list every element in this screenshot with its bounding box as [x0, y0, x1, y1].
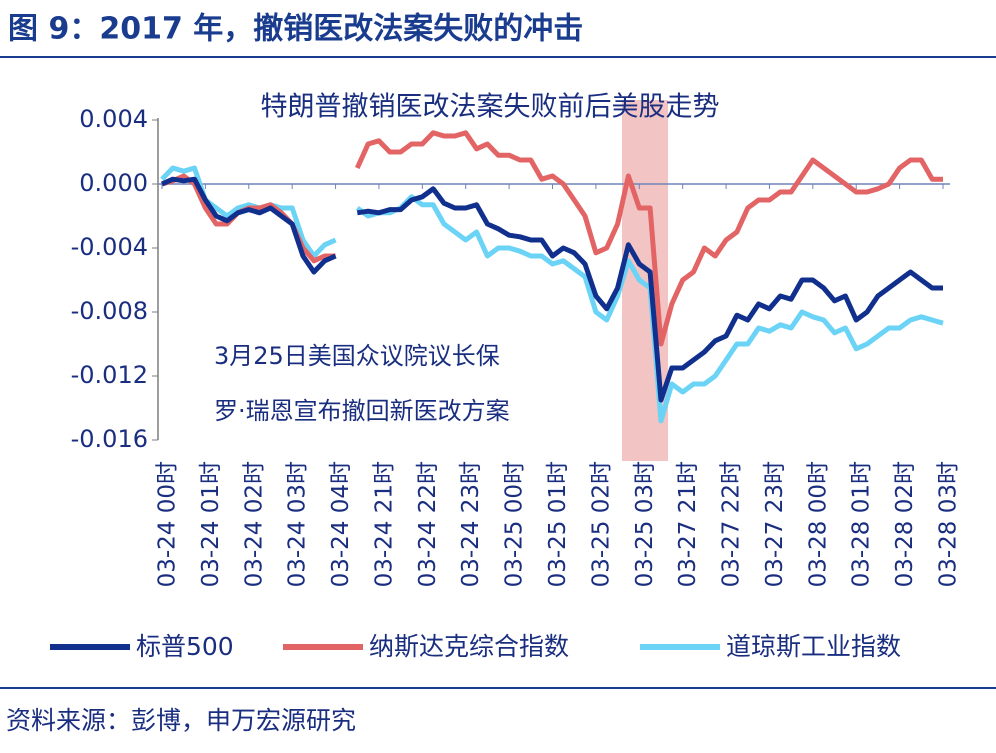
x-tick-label: 03-24 22时: [415, 461, 441, 587]
x-tick-label: 03-25 03时: [632, 461, 658, 587]
x-tick-label: 03-24 00时: [155, 461, 181, 587]
x-tick-label: 03-24 02时: [241, 461, 267, 587]
x-tick-label: 03-28 01时: [849, 461, 875, 587]
x-tick-label: 03-24 04时: [328, 461, 354, 587]
x-tick-label: 03-24 01时: [198, 461, 224, 587]
x-tick-label: 03-27 22时: [719, 461, 745, 587]
legend-label: 标普500: [136, 632, 234, 661]
x-tick-label: 03-24 03时: [285, 461, 311, 587]
x-tick-label: 03-27 23时: [762, 461, 788, 587]
x-tick-label: 03-24 23时: [458, 461, 484, 587]
annotation: 3月25日美国众议院议长保: [214, 342, 500, 370]
y-tick-label: -0.004: [71, 233, 148, 261]
y-tick-label: -0.016: [71, 425, 148, 453]
page-title: 图 9：2017 年，撤销医改法案失败的冲击: [8, 12, 583, 47]
annotation: 罗·瑞恩宣布撤回新医改方案: [214, 397, 510, 425]
x-tick-label: 03-25 02时: [588, 461, 614, 587]
y-tick-label: -0.008: [71, 297, 148, 325]
x-tick-label: 03-28 03时: [936, 461, 962, 587]
y-tick-label: -0.012: [71, 361, 148, 389]
x-tick-label: 03-27 21时: [675, 461, 701, 587]
series-line: [160, 176, 943, 403]
chart-title: 特朗普撤销医改法案失败前后美股走势: [261, 92, 720, 123]
x-tick-label: 03-28 00时: [805, 461, 831, 587]
y-tick-label: 0.000: [79, 169, 148, 197]
legend-label: 道琼斯工业指数: [726, 632, 901, 661]
y-tick-label: 0.004: [79, 105, 148, 133]
x-tick-label: 03-25 00时: [502, 461, 528, 587]
x-tick-label: 03-25 01时: [545, 461, 571, 587]
series-line: [161, 130, 943, 347]
source: 资料来源：彭博，申万宏源研究: [6, 706, 356, 735]
x-tick-label: 03-24 21时: [371, 461, 397, 587]
x-tick-label: 03-28 02时: [892, 461, 918, 587]
legend-label: 纳斯达克综合指数: [369, 632, 569, 661]
